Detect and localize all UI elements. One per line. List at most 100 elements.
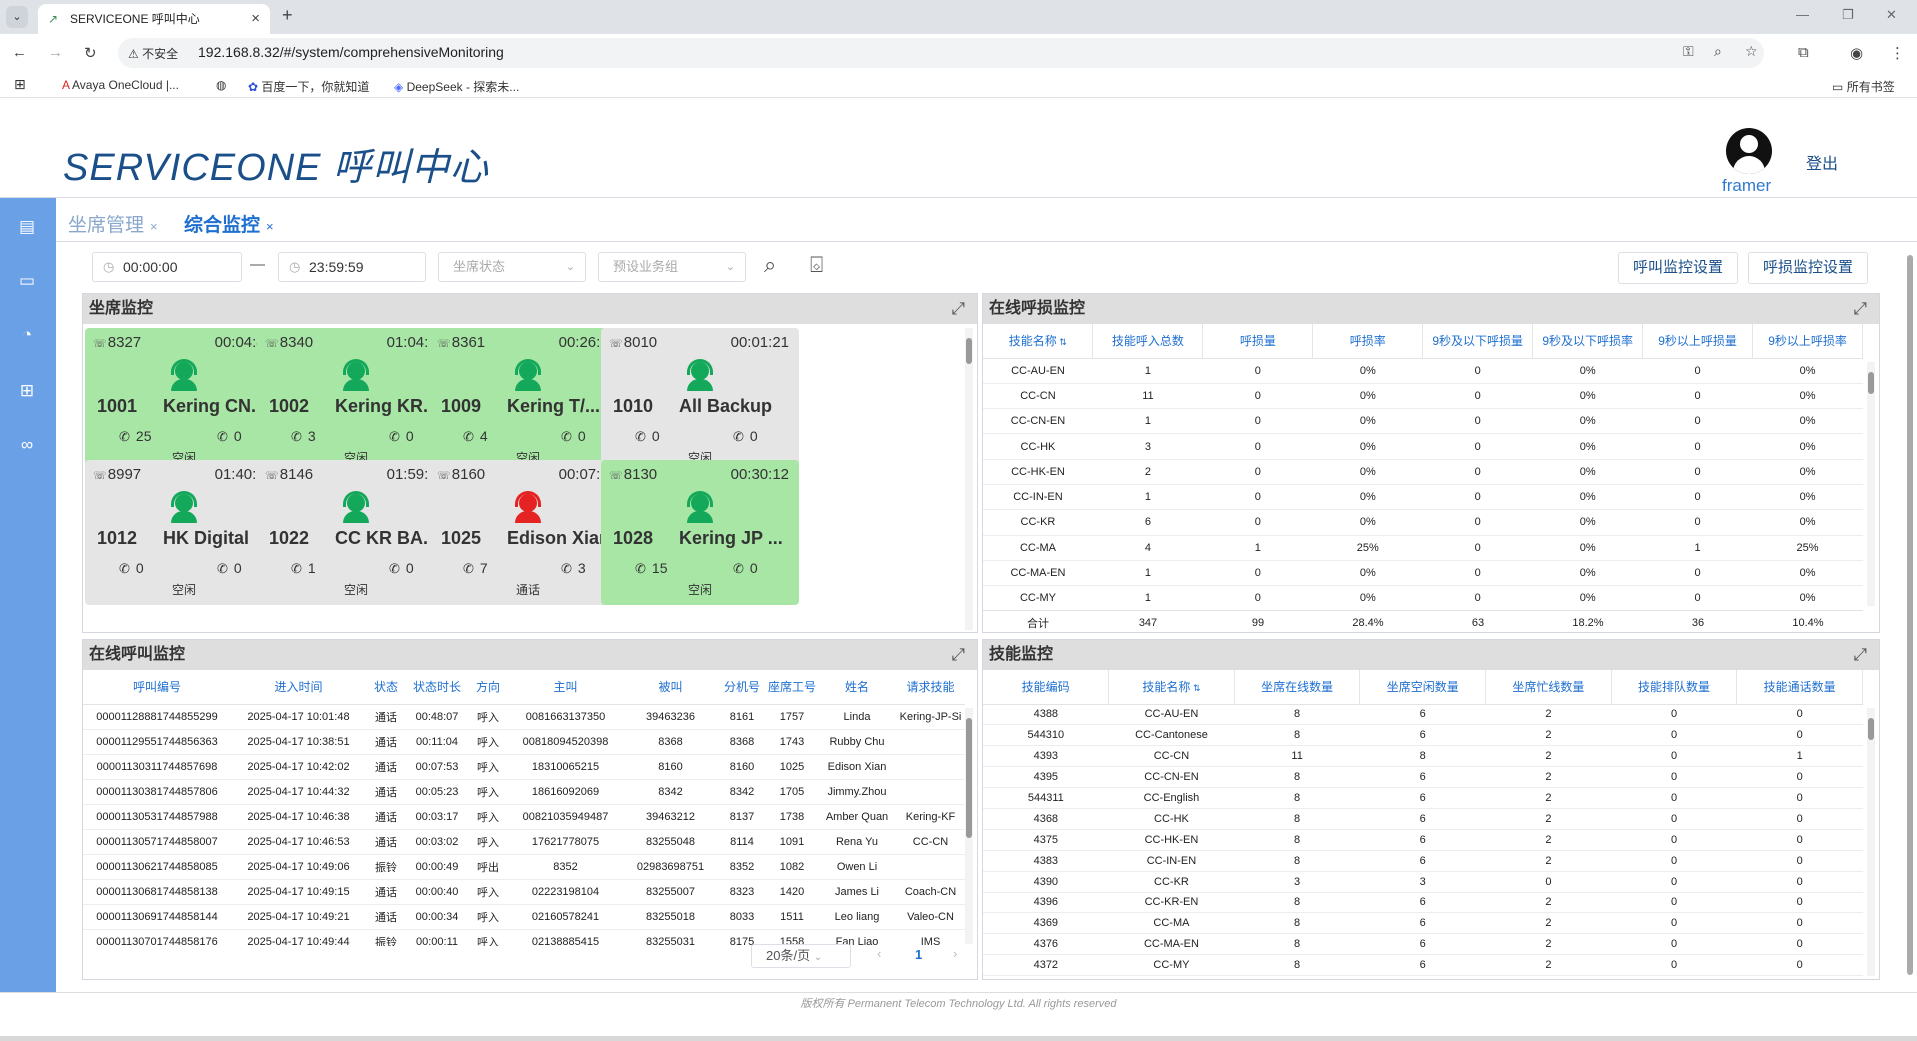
prev-page-icon[interactable]: ‹: [877, 946, 882, 961]
column-header[interactable]: 进入时间: [231, 670, 366, 705]
table-row[interactable]: 4395 CC-CN-EN 8 6 2 0 0: [983, 766, 1863, 789]
table-row[interactable]: CC-MA 4 1 25% 0 0% 1 25%: [983, 535, 1863, 561]
column-header[interactable]: 分机号: [718, 670, 766, 705]
column-header[interactable]: 被叫: [623, 670, 718, 705]
table-row[interactable]: CC-HK-EN 2 0 0% 0 0% 0 0%: [983, 459, 1863, 485]
column-header[interactable]: 坐席空闲数量: [1359, 670, 1487, 705]
column-header[interactable]: 呼叫编号: [83, 670, 231, 705]
column-header[interactable]: 呼损量: [1202, 324, 1314, 359]
pie-chart-icon[interactable]: ◔: [21, 325, 33, 344]
document-icon[interactable]: ▤: [18, 217, 36, 236]
close-tab-icon[interactable]: ×: [266, 219, 274, 234]
column-header[interactable]: 呼损率: [1312, 324, 1424, 359]
table-row[interactable]: 544310 CC-Cantonese 8 6 2 0 0: [983, 724, 1863, 747]
end-time-input[interactable]: ◷ 23:59:59: [278, 252, 426, 282]
all-bookmarks[interactable]: ▭ 所有书签: [1832, 80, 1895, 94]
voicemail-icon[interactable]: ∞: [20, 435, 34, 454]
bookmark-deepseek[interactable]: ◈ DeepSeek - 探索未...: [394, 80, 520, 94]
expand-icon[interactable]: ⤢: [951, 645, 965, 664]
column-header[interactable]: 状态时长: [406, 670, 468, 705]
reload-icon[interactable]: ↻: [84, 45, 97, 62]
column-header[interactable]: 9秒以上呼损率: [1752, 324, 1863, 359]
column-header[interactable]: 请求技能: [896, 670, 965, 705]
table-row[interactable]: 544311 CC-English 8 6 2 0 0: [983, 787, 1863, 809]
table-row[interactable]: 000011288817448552​99 2025-04-17 10:01:48…: [83, 704, 965, 730]
table-row[interactable]: 00001130681744858138 2025-04-17 10:49:15 通…: [83, 879, 965, 905]
column-header[interactable]: 技能呼入总数: [1092, 324, 1204, 359]
table-row[interactable]: 4393 CC-CN 11 8 2 0 1: [983, 745, 1863, 768]
column-header[interactable]: 状态: [366, 670, 406, 705]
column-header[interactable]: 技能编码: [983, 670, 1110, 705]
table-row[interactable]: 00001130381744857806 2025-04-17 10:44:32 通…: [83, 779, 965, 805]
security-warning[interactable]: ⚠ 不安全: [128, 47, 179, 61]
agent-status-select[interactable]: 坐席状态 ⌄: [438, 252, 586, 282]
column-header[interactable]: 技能通话数量: [1736, 670, 1863, 705]
bookmark-star-icon[interactable]: ☆: [1745, 43, 1758, 59]
table-row[interactable]: 4375 CC-HK-EN 8 6 2 0 0: [983, 829, 1863, 851]
table-row[interactable]: CC-AU-EN 1 0 0% 0 0% 0 0%: [983, 358, 1863, 384]
table-row[interactable]: 00001130311744857698 2025-04-17 10:42:02 通…: [83, 754, 965, 780]
table-row[interactable]: 00001130691744858144 2025-04-17 10:49:21 通…: [83, 904, 965, 930]
clear-broom-icon[interactable]: ⌺: [810, 252, 824, 277]
expand-icon[interactable]: ⤢: [951, 299, 965, 318]
sort-icon[interactable]: ⇅: [1190, 683, 1201, 694]
scrollbar[interactable]: [1867, 708, 1875, 976]
table-row[interactable]: 4369 CC-MA 8 6 2 0 0: [983, 912, 1863, 935]
table-row[interactable]: CC-CN 11 0 0% 0 0% 0 0%: [983, 383, 1863, 410]
column-header[interactable]: 技能名称 ⇅: [983, 324, 1094, 359]
table-row[interactable]: CC-KR 6 0 0% 0 0% 0 0%: [983, 509, 1863, 536]
table-row[interactable]: 00001130701744858176 2025-04-17 10:49:44 振…: [83, 929, 965, 946]
url-text[interactable]: 192.168.8.32/#/system/comprehensiveMonit…: [198, 44, 504, 60]
zoom-icon[interactable]: ⌕: [1714, 43, 1722, 59]
column-header[interactable]: 技能排队数量: [1611, 670, 1738, 705]
globe-icon[interactable]: ◍: [216, 78, 227, 92]
table-row[interactable]: CC-HK 3 0 0% 0 0% 0 0%: [983, 433, 1863, 460]
extensions-icon[interactable]: ⧉: [1798, 44, 1809, 61]
table-row[interactable]: 4376 CC-MA-EN 8 6 2 0 0: [983, 933, 1863, 956]
column-header[interactable]: 9秒以上呼损量: [1642, 324, 1754, 359]
call-monitor-settings-button[interactable]: 呼叫监控设置: [1618, 252, 1738, 284]
column-header[interactable]: 主叫: [508, 670, 623, 705]
column-header[interactable]: 坐席在线数量: [1234, 670, 1361, 705]
bookmark-avaya[interactable]: A Avaya OneCloud |...: [62, 78, 179, 92]
new-tab-icon[interactable]: +: [282, 5, 293, 25]
column-header[interactable]: 方向: [468, 670, 508, 705]
page-size-select[interactable]: 20条/页 ⌄: [751, 944, 851, 968]
search-icon[interactable]: ⌕: [764, 252, 777, 277]
close-window-icon[interactable]: ✕: [1886, 7, 1897, 22]
loss-monitor-settings-button[interactable]: 呼损监控设置: [1748, 252, 1868, 284]
table-row[interactable]: 00001129551744856363 2025-04-17 10:38:51 通…: [83, 729, 965, 755]
apps-icon[interactable]: ⊞: [14, 76, 26, 92]
column-header[interactable]: 9秒及以下呼损量: [1422, 324, 1534, 359]
column-header[interactable]: 9秒及以下呼损率: [1532, 324, 1644, 359]
tab-comprehensive-monitoring[interactable]: 综合监控 ×: [184, 215, 274, 236]
minimize-icon[interactable]: —: [1796, 7, 1809, 22]
table-row[interactable]: 00001130571744858007 2025-04-17 10:46:53 通…: [83, 829, 965, 855]
table-row[interactable]: 4368 CC-HK 8 6 2 0 0: [983, 808, 1863, 830]
next-page-icon[interactable]: ›: [953, 946, 958, 961]
scrollbar[interactable]: [965, 708, 973, 944]
column-header[interactable]: 坐席忙线数量: [1485, 670, 1612, 705]
password-key-icon[interactable]: ⚿: [1683, 43, 1694, 59]
table-row[interactable]: 4383 CC-IN-EN 8 6 2 0 0: [983, 850, 1863, 872]
logout-button[interactable]: 登出: [1806, 156, 1839, 173]
table-row[interactable]: 4372 CC-MY 8 6 2 0 0: [983, 954, 1863, 977]
grid-icon[interactable]: ⊞: [19, 381, 35, 400]
table-row[interactable]: 4388 CC-AU-EN 8 6 2 0 0: [983, 704, 1863, 726]
column-header[interactable]: 座席工号: [766, 670, 818, 705]
business-group-select[interactable]: 预设业务组 ⌄: [598, 252, 746, 282]
monitor-icon[interactable]: ▭: [18, 271, 36, 290]
restore-icon[interactable]: ❐: [1842, 7, 1854, 22]
page-number[interactable]: 1: [915, 947, 923, 962]
expand-icon[interactable]: ⤢: [1853, 645, 1867, 664]
table-row[interactable]: 00001130531744857988 2025-04-17 10:46:38 通…: [83, 804, 965, 830]
start-time-input[interactable]: ◷ 00:00:00: [92, 252, 242, 282]
table-row[interactable]: 4390 CC-KR 3 3 0 0 0: [983, 871, 1863, 893]
close-tab-icon[interactable]: ×: [251, 10, 260, 27]
browser-tab[interactable]: ↗ SERVICEONE 呼叫中心 ×: [38, 4, 270, 34]
